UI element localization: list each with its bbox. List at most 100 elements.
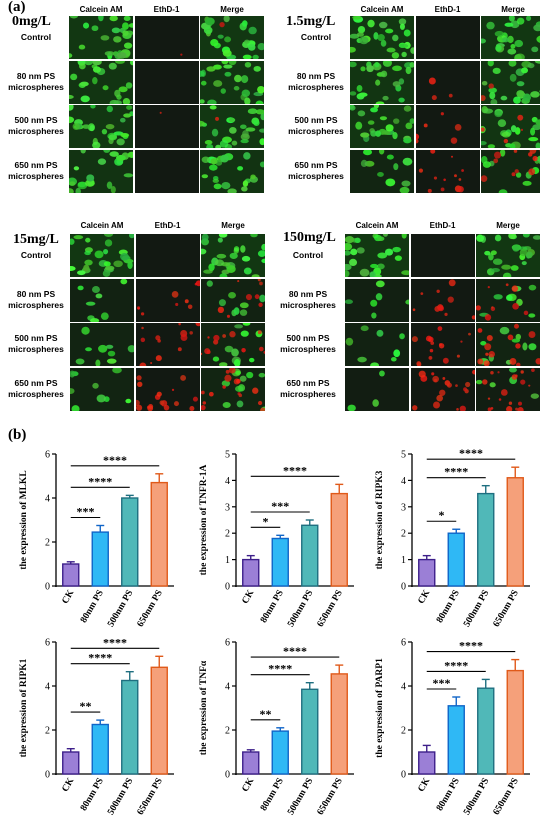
fluorescence-micrograph <box>135 61 199 104</box>
x-tick-label: 80nm PS <box>79 589 106 625</box>
fluorescence-micrograph <box>70 234 134 277</box>
y-tick-label: 0 <box>45 770 50 781</box>
fluorescence-micrograph <box>416 105 480 148</box>
y-tick-label: 0 <box>225 582 230 593</box>
stain-column-header: EthD-1 <box>411 221 475 230</box>
significance-label: **** <box>88 474 112 488</box>
fluorescence-micrograph <box>136 323 200 366</box>
x-tick-label: CK <box>241 776 257 794</box>
treatment-row-label-line: 650 nm PS <box>284 160 348 171</box>
y-axis-label: the expression of RIPK1 <box>19 658 29 757</box>
fluorescence-micrograph <box>416 61 480 104</box>
fluorescence-micrograph <box>70 279 134 322</box>
fluorescence-micrograph <box>201 279 265 322</box>
fluorescence-micrograph <box>200 150 264 193</box>
treatment-row-label-line: 80 nm PS <box>4 71 68 82</box>
treatment-row-label-line: 500 nm PS <box>276 333 340 344</box>
bar <box>63 564 79 586</box>
treatment-row-label-line: microspheres <box>4 171 68 182</box>
bar <box>151 667 167 774</box>
bar <box>302 689 318 774</box>
y-tick-label: 1 <box>401 555 406 566</box>
significance-label: *** <box>433 676 451 690</box>
x-tick-label: 500nm PS <box>462 777 491 817</box>
significance-label: ** <box>80 699 92 713</box>
stain-column-header: EthD-1 <box>135 5 199 14</box>
stain-column-header: EthD-1 <box>416 5 480 14</box>
y-tick-label: 4 <box>45 682 50 693</box>
fluorescence-micrograph <box>135 150 199 193</box>
treatment-row-label-line: Control <box>284 32 348 43</box>
significance-label: **** <box>88 651 112 665</box>
x-tick-label: 500nm PS <box>106 777 135 817</box>
y-tick-label: 5 <box>225 450 230 461</box>
significance-label: **** <box>103 635 127 649</box>
concentration-label: 15mg/L <box>13 232 59 248</box>
x-tick-label: 650nm PS <box>136 589 165 629</box>
bar <box>478 688 494 774</box>
x-tick-label: CK <box>417 776 433 794</box>
treatment-row-label-line: 80 nm PS <box>276 289 340 300</box>
x-tick-label: 650nm PS <box>316 777 345 817</box>
stain-column-header: Calcein AM <box>70 221 134 230</box>
fluorescence-micrograph <box>201 323 265 366</box>
y-tick-label: 4 <box>401 476 406 487</box>
fluorescence-micrograph <box>70 368 134 411</box>
treatment-row-label-line: Control <box>4 32 68 43</box>
fluorescence-micrograph <box>481 105 540 148</box>
y-tick-label: 2 <box>225 529 230 540</box>
y-tick-label: 4 <box>225 682 230 693</box>
treatment-row-label-line: 80 nm PS <box>284 71 348 82</box>
stain-column-header: Calcein AM <box>345 221 409 230</box>
x-tick-label: 80nm PS <box>435 589 462 625</box>
significance-label: *** <box>271 499 289 513</box>
fluorescence-micrograph <box>411 279 475 322</box>
significance-label: **** <box>459 639 483 653</box>
fluorescence-micrograph <box>136 279 200 322</box>
x-tick-label: 80nm PS <box>259 777 286 813</box>
fluorescence-micrograph <box>136 234 200 277</box>
treatment-row-label: Control <box>4 250 68 261</box>
significance-label: * <box>439 508 445 522</box>
concentration-label: 1.5mg/L <box>286 14 335 30</box>
y-axis-label: the expression of PARP1 <box>375 658 385 758</box>
bar <box>419 752 435 774</box>
x-tick-label: 500nm PS <box>286 777 315 817</box>
bar <box>272 538 288 586</box>
fluorescence-micrograph <box>416 16 480 59</box>
significance-label: **** <box>268 662 292 676</box>
y-tick-label: 3 <box>401 502 406 513</box>
y-tick-label: 6 <box>401 638 406 649</box>
x-tick-label: CK <box>417 588 433 606</box>
bar <box>92 532 108 586</box>
y-tick-label: 6 <box>45 638 50 649</box>
fluorescence-micrograph <box>69 61 133 104</box>
bar <box>302 525 318 586</box>
x-tick-label: 650nm PS <box>492 777 521 817</box>
treatment-row-label-line: 500 nm PS <box>4 115 68 126</box>
x-tick-label: CK <box>61 588 77 606</box>
fluorescence-micrograph <box>350 150 414 193</box>
concentration-label: 150mg/L <box>283 230 336 246</box>
treatment-row-label: Control <box>4 32 68 43</box>
significance-label: **** <box>103 453 127 467</box>
y-tick-label: 2 <box>45 538 50 549</box>
fluorescence-micrograph <box>345 368 409 411</box>
bar <box>92 725 108 775</box>
fluorescence-micrograph <box>345 279 409 322</box>
bar <box>272 731 288 774</box>
fluorescence-micrograph <box>476 368 540 411</box>
treatment-row-label-line: microspheres <box>4 82 68 93</box>
fluorescence-micrograph <box>476 234 540 277</box>
